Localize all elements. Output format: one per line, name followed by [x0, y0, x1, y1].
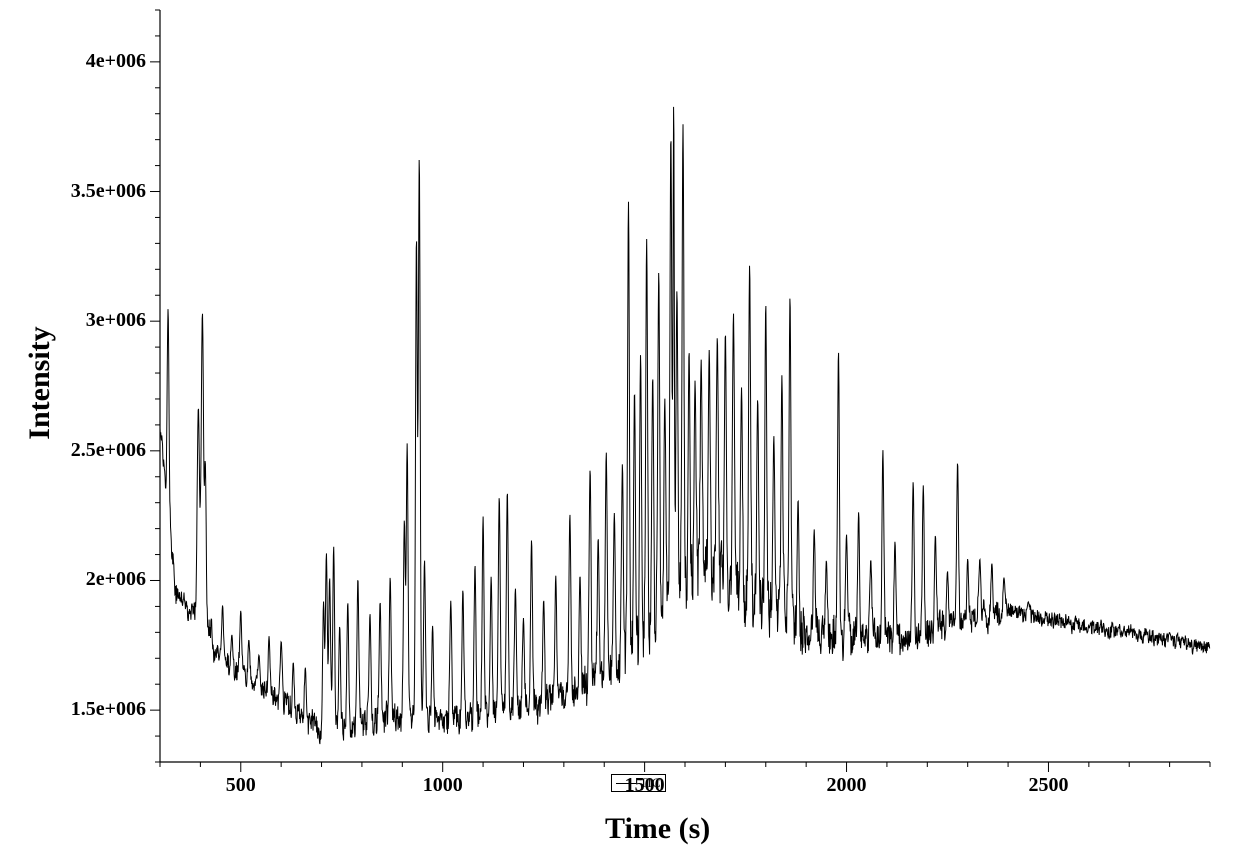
x-tick-label: 2500: [1018, 774, 1078, 797]
y-tick-label: 1.5e+006: [71, 698, 146, 721]
y-tick-label: 2e+006: [86, 568, 146, 591]
y-tick-label: 3e+006: [86, 309, 146, 332]
x-tick-label: 1500: [615, 774, 675, 797]
x-tick-label: 500: [211, 774, 271, 797]
x-axis-label: Time (s): [605, 812, 710, 846]
x-tick-label: 1000: [413, 774, 473, 797]
x-tick-label: 2000: [817, 774, 877, 797]
y-tick-label: 4e+006: [86, 50, 146, 73]
y-tick-label: 3.5e+006: [71, 180, 146, 203]
chart-container: Intensity Time (s) TIC 50010001500200025…: [0, 0, 1240, 864]
y-tick-label: 2.5e+006: [71, 439, 146, 462]
y-axis-label: Intensity: [23, 253, 57, 513]
chromatogram-plot: [0, 0, 1240, 864]
